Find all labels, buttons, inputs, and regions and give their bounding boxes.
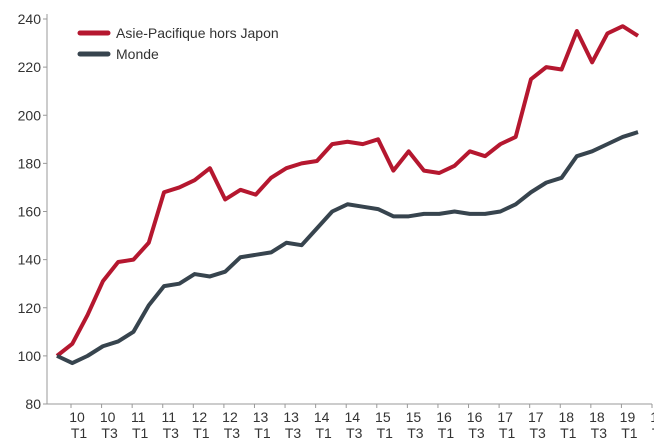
y-tick-label: 240 bbox=[18, 11, 42, 27]
x-tick-label: 11 T3 bbox=[162, 409, 180, 441]
line-series bbox=[55, 24, 640, 358]
x-tick-label: 10 T3 bbox=[100, 409, 119, 441]
x-tick-label: 10 T1 bbox=[69, 409, 88, 441]
x-tick-label: 11 T1 bbox=[131, 409, 149, 441]
x-tick-label: 15 T1 bbox=[375, 409, 394, 441]
x-tick-label: 14 T3 bbox=[344, 409, 363, 441]
line-series bbox=[56, 130, 639, 366]
x-tick-label: 12 T3 bbox=[222, 409, 241, 441]
y-tick-label: 120 bbox=[18, 300, 42, 316]
y-tick-label: 80 bbox=[25, 396, 41, 412]
x-tick-label: 18 T1 bbox=[559, 409, 578, 441]
x-tick-label: 17 T3 bbox=[528, 409, 547, 441]
y-tick-label: 140 bbox=[18, 252, 42, 268]
x-tick-label: 15 T3 bbox=[406, 409, 425, 441]
x-tick-label: 17 T1 bbox=[497, 409, 516, 441]
y-tick-label: 100 bbox=[18, 348, 42, 364]
y-tick-label: 160 bbox=[18, 204, 42, 220]
x-tick-label: 12 T1 bbox=[192, 409, 211, 441]
y-tick-label: 180 bbox=[18, 155, 42, 171]
legend-label: Monde bbox=[116, 46, 159, 62]
x-tick-label: 13 T1 bbox=[253, 409, 272, 441]
y-tick-label: 220 bbox=[18, 59, 42, 75]
y-tick-label: 200 bbox=[18, 107, 42, 123]
x-tick-label: 19 T1 bbox=[620, 409, 639, 441]
x-tick-label: 16 T3 bbox=[467, 409, 486, 441]
x-tick-label: 13 T3 bbox=[283, 409, 302, 441]
legend-label: Asie-Pacifique hors Japon bbox=[116, 25, 279, 41]
x-tick-label: 16 T1 bbox=[436, 409, 455, 441]
x-tick-label: 14 T1 bbox=[314, 409, 333, 441]
x-tick-label: 18 T3 bbox=[589, 409, 608, 441]
x-tick-label: 19 T3 bbox=[650, 409, 654, 441]
